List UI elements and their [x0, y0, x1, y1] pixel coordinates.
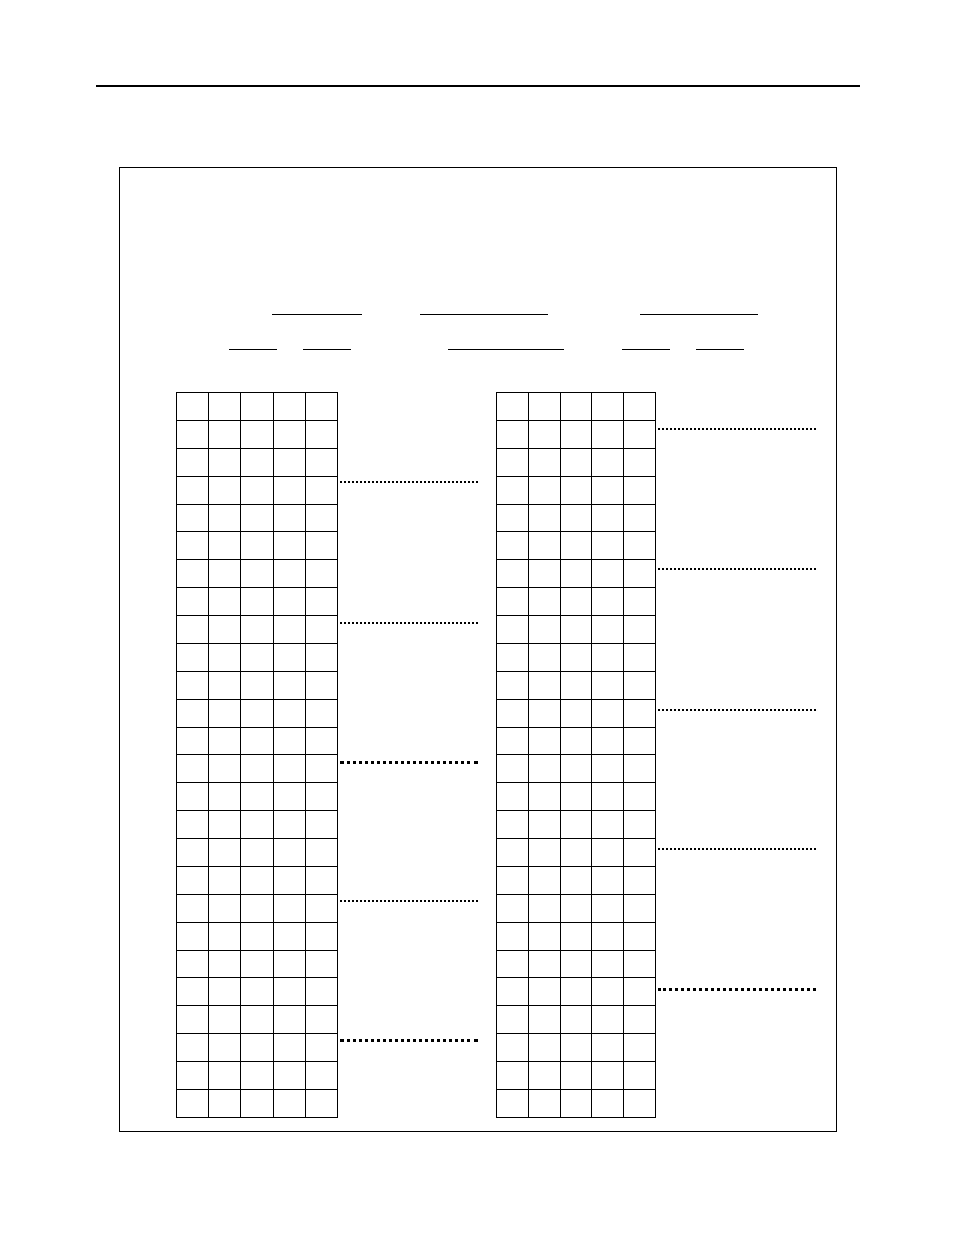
dashed-line — [658, 848, 816, 850]
page — [0, 0, 954, 1235]
dashed-line — [658, 428, 816, 430]
blank-line — [622, 349, 670, 350]
blank-line — [640, 314, 758, 315]
grid-left — [176, 392, 338, 1118]
top-rule — [96, 85, 860, 87]
blank-line — [303, 349, 351, 350]
dashed-line — [340, 1039, 478, 1042]
blank-line — [272, 314, 362, 315]
grid-right — [496, 392, 656, 1118]
dashed-line — [340, 622, 478, 624]
dashed-line — [658, 568, 816, 570]
dashed-line — [340, 481, 478, 483]
blank-line — [696, 349, 744, 350]
blank-line — [229, 349, 277, 350]
dashed-line — [340, 761, 478, 764]
blank-line — [448, 349, 564, 350]
dashed-line — [340, 900, 478, 902]
dashed-line — [658, 988, 816, 991]
blank-line — [420, 314, 548, 315]
dashed-line — [658, 709, 816, 711]
